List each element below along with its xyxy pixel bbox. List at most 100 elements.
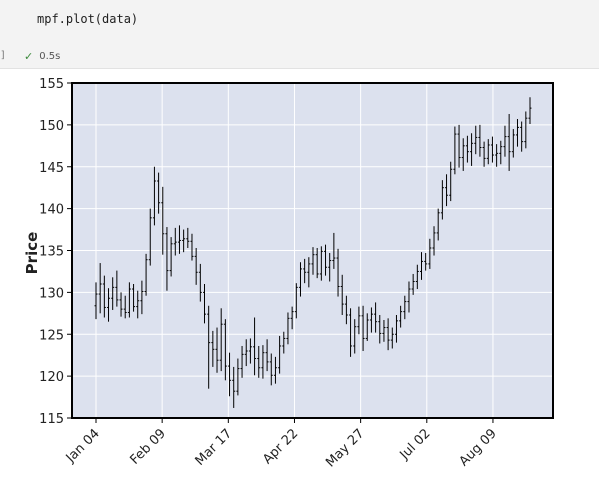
ohlc-bar [123, 295, 127, 319]
ohlc-bar [211, 330, 215, 367]
ohlc-bar [298, 262, 302, 297]
ohlc-bar [127, 282, 131, 318]
ohlc-bar [328, 253, 332, 282]
ohlc-bar [432, 226, 436, 256]
ohlc-bar [528, 97, 532, 125]
ohlc-bar [315, 247, 319, 279]
ohlc-bar [278, 335, 282, 374]
ohlc-bar [374, 302, 378, 333]
x-tick-label: Jan 04 [63, 426, 103, 466]
ohlc-bar [253, 317, 257, 376]
ohlc-bar [244, 339, 248, 367]
ohlc-bar [361, 305, 365, 351]
y-tick-label: 145 [39, 161, 64, 176]
cell-execution-bracket: ] [0, 50, 7, 61]
ohlc-bar [228, 352, 232, 397]
ohlc-bar [499, 140, 503, 165]
ohlc-bar [294, 283, 298, 319]
ohlc-bar [148, 208, 152, 266]
ohlc-bar [424, 253, 428, 271]
ohlc-chart: 115 120 125 130 135 140 145 150 155 Jan 04 Feb 09… [23, 77, 554, 470]
ohlc-bar [511, 129, 515, 158]
ohlc-bar [311, 247, 315, 275]
ohlc-bar [474, 125, 478, 155]
ohlc-bar [340, 274, 344, 315]
ohlc-bar [436, 208, 440, 241]
y-tick-label: 125 [39, 328, 64, 343]
ohlc-bar [111, 277, 115, 310]
code-editor[interactable]: mpf.plot(data) [37, 12, 139, 26]
ohlc-bar [240, 345, 244, 378]
y-tick-label: 155 [39, 77, 64, 92]
ohlc-bar [219, 308, 223, 372]
ohlc-bar [232, 366, 236, 408]
ohlc-bar [165, 227, 169, 291]
ohlc-bar [520, 121, 524, 152]
x-axis: Jan 04 Feb 09 Mar 17 Apr 22 May 27 Jul 02 Aug … [63, 418, 500, 470]
ohlc-bar [507, 113, 511, 171]
ohlc-bar [449, 161, 453, 202]
ohlc-bar [524, 111, 528, 149]
y-tick-label: 130 [39, 286, 64, 301]
y-tick-label: 140 [39, 203, 64, 218]
ohlc-bar [394, 314, 398, 343]
y-axis: 115 120 125 130 135 140 145 150 155 [39, 77, 72, 427]
ohlc-bar [453, 126, 457, 175]
ohlc-bar [248, 338, 252, 364]
ohlc-bar [303, 258, 307, 284]
ohlc-bar [144, 253, 148, 296]
y-tick-label: 115 [39, 412, 64, 427]
ohlc-bar [269, 353, 273, 386]
ohlc-bar [119, 292, 123, 317]
ohlc-bar [319, 246, 323, 281]
ohlc-bar [420, 252, 423, 280]
ohlc-bar [428, 238, 432, 269]
ohlc-bar [465, 135, 469, 163]
ohlc-bar [273, 356, 277, 384]
x-tick-label: Apr 22 [260, 426, 301, 467]
ohlc-bar [98, 263, 102, 314]
check-icon: ✓ [24, 50, 34, 63]
ohlc-bar [445, 174, 449, 207]
y-tick-label: 135 [39, 245, 64, 260]
ohlc-bar [457, 124, 461, 168]
ohlc-bar [257, 345, 261, 378]
ohlc-bar [378, 314, 382, 344]
ohlc-bar [515, 119, 519, 147]
ohlc-bar [203, 284, 206, 324]
ohlc-bar [495, 144, 499, 167]
ohlc-bar [365, 313, 369, 341]
ohlc-bar [390, 327, 394, 349]
ohlc-bar [382, 320, 386, 342]
ohlc-bar [152, 166, 156, 226]
ohlc-bar [344, 295, 348, 325]
x-tick-label: Aug 09 [457, 426, 500, 469]
ohlc-bar [353, 319, 357, 354]
ohlc-bar [194, 247, 198, 285]
ohlc-bar [173, 227, 177, 256]
ohlc-bar [490, 136, 494, 163]
ohlc-bars [94, 97, 532, 408]
ohlc-bar [286, 312, 290, 345]
y-tick-label: 120 [39, 370, 64, 385]
ohlc-bar [369, 307, 373, 333]
ohlc-bar [386, 318, 390, 351]
ohlc-bar [94, 282, 98, 320]
y-axis-title: Price [23, 232, 41, 275]
ohlc-bar [478, 124, 482, 157]
ohlc-bar [415, 264, 419, 290]
notebook-cell[interactable]: ] mpf.plot(data) ✓ 0.5s [0, 0, 599, 69]
ohlc-bar [261, 345, 265, 379]
execution-time: 0.5s [39, 51, 61, 62]
y-tick-label: 150 [39, 119, 64, 134]
ohlc-bar [140, 280, 144, 315]
ohlc-bar [190, 233, 194, 261]
ohlc-bar [324, 244, 328, 276]
ohlc-bar [403, 295, 407, 320]
ohlc-bar [223, 319, 227, 381]
ohlc-bar [198, 263, 202, 302]
ohlc-bar [357, 306, 361, 335]
ohlc-bar [440, 180, 444, 220]
ohlc-bar [236, 358, 240, 396]
ohlc-bar [157, 172, 161, 214]
